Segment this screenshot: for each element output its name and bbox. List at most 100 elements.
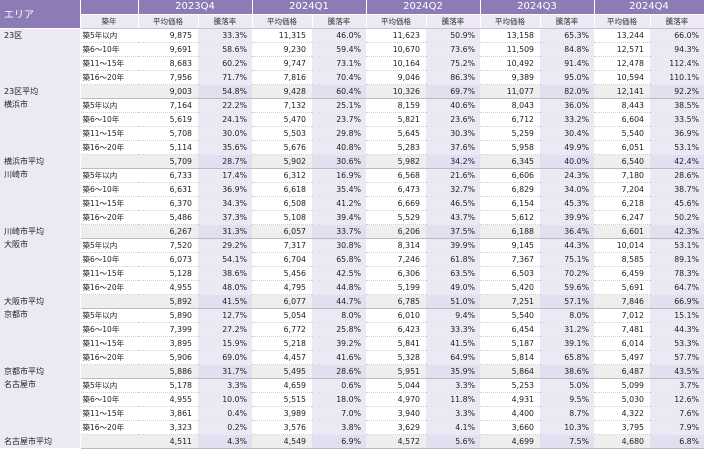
price-cell: 6,733 bbox=[138, 168, 198, 183]
table-row: 築16〜20年 5,114 35.6% 5,676 40.8% 5,283 37.6% 5,9… bbox=[0, 140, 704, 155]
rate-cell: 0.6% bbox=[312, 378, 366, 393]
age-category: 築11〜15年 bbox=[80, 126, 138, 141]
rate-cell: 112.4% bbox=[650, 56, 704, 71]
price-cell: 7,204 bbox=[594, 182, 650, 197]
table-row: 築6〜10年 7,399 27.2% 6,772 25.8% 6,423 33.3% 6,45… bbox=[0, 322, 704, 337]
age-category: 築16〜20年 bbox=[80, 140, 138, 155]
price-cell: 5,708 bbox=[138, 126, 198, 141]
rate-cell: 7.9% bbox=[650, 420, 704, 435]
rate-cell: 22.2% bbox=[198, 98, 252, 113]
average-age-blank bbox=[80, 154, 138, 169]
rate-header: 騰落率 bbox=[426, 14, 481, 29]
rate-cell: 8.0% bbox=[540, 308, 594, 323]
price-cell: 7,481 bbox=[594, 322, 650, 337]
rate-cell: 24.1% bbox=[198, 112, 252, 127]
price-header: 平均価格 bbox=[594, 14, 651, 29]
rate-cell: 45.6% bbox=[650, 196, 704, 211]
price-cell: 5,906 bbox=[138, 350, 198, 365]
price-cell: 13,244 bbox=[594, 28, 650, 43]
price-cell: 5,218 bbox=[252, 336, 312, 351]
average-price-cell: 4,572 bbox=[366, 434, 426, 449]
price-cell: 6,618 bbox=[252, 182, 312, 197]
price-cell: 5,456 bbox=[252, 266, 312, 281]
quarter-header: 2024Q1 bbox=[252, 0, 367, 15]
rate-cell: 45.3% bbox=[540, 196, 594, 211]
average-age-blank bbox=[80, 434, 138, 449]
table-row: 築16〜20年 3,323 0.2% 3,576 3.8% 3,629 4.1% 3,660 1… bbox=[0, 420, 704, 435]
table-row: 築16〜20年 7,956 71.7% 7,816 70.4% 9,046 86.3% 9,3… bbox=[0, 70, 704, 85]
rate-cell: 65.8% bbox=[312, 252, 366, 267]
price-cell: 5,497 bbox=[594, 350, 650, 365]
rate-cell: 44.3% bbox=[650, 322, 704, 337]
rate-cell: 41.6% bbox=[312, 350, 366, 365]
price-cell: 5,470 bbox=[252, 112, 312, 127]
rate-cell: 64.7% bbox=[650, 280, 704, 295]
quarter-header: 2024Q3 bbox=[480, 0, 595, 15]
average-age-blank bbox=[80, 364, 138, 379]
quarter-header: 2024Q4 bbox=[594, 0, 704, 15]
price-cell: 5,515 bbox=[252, 392, 312, 407]
price-cell: 5,099 bbox=[594, 378, 650, 393]
rate-cell: 53.3% bbox=[650, 336, 704, 351]
rate-cell: 65.3% bbox=[540, 28, 594, 43]
rate-cell: 43.7% bbox=[426, 210, 480, 225]
price-cell: 3,660 bbox=[480, 420, 540, 435]
rate-cell: 21.6% bbox=[426, 168, 480, 183]
rate-cell: 36.9% bbox=[198, 182, 252, 197]
price-cell: 6,154 bbox=[480, 196, 540, 211]
rate-cell: 58.6% bbox=[198, 42, 252, 57]
price-header: 平均価格 bbox=[480, 14, 541, 29]
price-cell: 5,645 bbox=[366, 126, 426, 141]
average-price-cell: 5,495 bbox=[252, 364, 312, 379]
rate-cell: 9.5% bbox=[540, 392, 594, 407]
price-cell: 4,955 bbox=[138, 392, 198, 407]
average-rate-cell: 36.4% bbox=[540, 224, 594, 239]
average-price-cell: 6,267 bbox=[138, 224, 198, 239]
price-cell: 9,875 bbox=[138, 28, 198, 43]
age-category: 築5年以内 bbox=[80, 238, 138, 253]
average-row: 横浜市平均 5,709 28.7% 5,902 30.6% 5,982 34.2% 6,345… bbox=[0, 154, 704, 169]
age-category: 築16〜20年 bbox=[80, 70, 138, 85]
average-rate-cell: 31.7% bbox=[198, 364, 252, 379]
rate-cell: 3.7% bbox=[650, 378, 704, 393]
rate-cell: 39.9% bbox=[540, 210, 594, 225]
price-cell: 10,670 bbox=[366, 42, 426, 57]
price-cell: 6,370 bbox=[138, 196, 198, 211]
rate-cell: 49.0% bbox=[426, 280, 480, 295]
price-cell: 7,816 bbox=[252, 70, 312, 85]
rate-cell: 40.8% bbox=[312, 140, 366, 155]
price-cell: 9,691 bbox=[138, 42, 198, 57]
average-label: 横浜市平均 bbox=[0, 154, 81, 168]
rate-cell: 59.4% bbox=[312, 42, 366, 57]
rate-cell: 41.5% bbox=[426, 336, 480, 351]
table-row: 築16〜20年 5,906 69.0% 4,457 41.6% 5,328 64.9% 5,8… bbox=[0, 350, 704, 365]
rate-cell: 94.3% bbox=[650, 42, 704, 57]
average-price-cell: 6,540 bbox=[594, 154, 650, 169]
rate-cell: 57.7% bbox=[650, 350, 704, 365]
average-price-cell: 5,892 bbox=[138, 294, 198, 309]
average-price-cell: 5,951 bbox=[366, 364, 426, 379]
price-cell: 8,314 bbox=[366, 238, 426, 253]
price-cell: 9,389 bbox=[480, 70, 540, 85]
price-cell: 3,629 bbox=[366, 420, 426, 435]
rate-cell: 33.5% bbox=[650, 112, 704, 127]
rate-cell: 11.8% bbox=[426, 392, 480, 407]
rate-cell: 15.1% bbox=[650, 308, 704, 323]
average-rate-cell: 38.6% bbox=[540, 364, 594, 379]
price-cell: 6,423 bbox=[366, 322, 426, 337]
age-category: 築5年以内 bbox=[80, 308, 138, 323]
rate-cell: 110.1% bbox=[650, 70, 704, 85]
rate-cell: 66.0% bbox=[650, 28, 704, 43]
rate-cell: 30.3% bbox=[426, 126, 480, 141]
average-price-cell: 4,699 bbox=[480, 434, 540, 449]
rate-cell: 39.4% bbox=[312, 210, 366, 225]
average-price-cell: 10,326 bbox=[366, 84, 426, 99]
rate-cell: 78.3% bbox=[650, 266, 704, 281]
rate-cell: 54.1% bbox=[198, 252, 252, 267]
average-rate-cell: 41.5% bbox=[198, 294, 252, 309]
age-category: 築5年以内 bbox=[80, 28, 138, 43]
rate-cell: 35.6% bbox=[198, 140, 252, 155]
price-cell: 5,030 bbox=[594, 392, 650, 407]
age-category: 築11〜15年 bbox=[80, 266, 138, 281]
